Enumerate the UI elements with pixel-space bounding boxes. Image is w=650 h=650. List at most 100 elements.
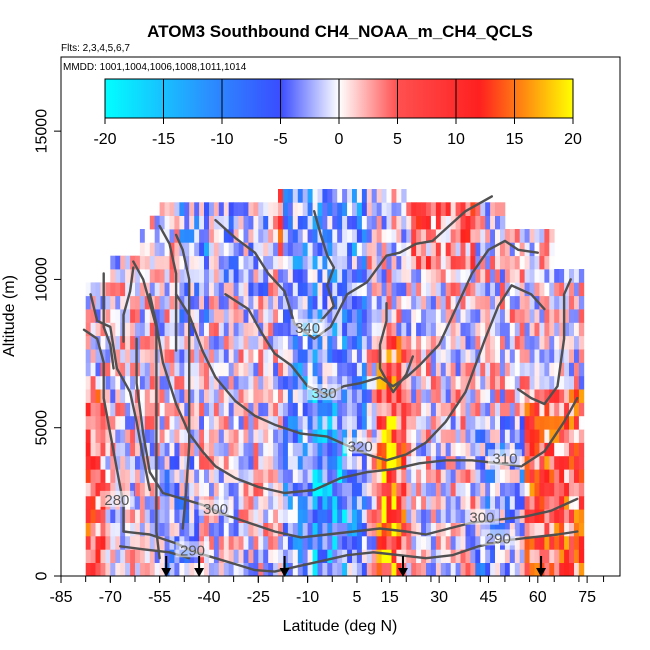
contour-line-unlabeled <box>102 272 115 370</box>
heat-cell <box>307 455 313 470</box>
heat-cell <box>440 255 447 270</box>
heat-cell <box>411 522 417 537</box>
heat-cell <box>248 375 254 390</box>
heat-cell <box>435 215 442 230</box>
heat-cell <box>480 255 486 270</box>
heat-cell <box>174 349 180 363</box>
heat-cell <box>406 415 412 430</box>
mmdd-text: MMDD: 1001,1004,1006,1008,1011,1014 <box>63 62 247 73</box>
heat-cell <box>411 322 417 337</box>
heat-cell <box>95 362 101 377</box>
heat-cell <box>243 429 249 443</box>
heat-cell <box>371 215 377 230</box>
heat-cell <box>332 522 338 537</box>
heat-cell <box>218 389 225 403</box>
heat-cell <box>332 455 338 470</box>
heat-cell <box>169 509 175 523</box>
heat-cell <box>297 202 304 216</box>
heat-cell <box>248 495 254 510</box>
heat-cell <box>278 442 284 457</box>
heat-cell <box>376 295 382 310</box>
heat-cell <box>391 536 397 550</box>
heat-cell <box>263 362 269 377</box>
heat-cell <box>278 375 284 390</box>
heat-cell <box>209 482 215 497</box>
heat-cell <box>578 415 585 430</box>
heat-cell <box>149 242 156 257</box>
heat-cell <box>361 255 368 270</box>
heat-cell <box>248 402 254 417</box>
heat-cell <box>238 295 244 310</box>
heat-cell <box>460 349 466 363</box>
heat-cell <box>125 402 131 417</box>
heat-cell <box>115 322 121 337</box>
heat-cell <box>500 362 506 377</box>
heat-cell <box>460 442 466 457</box>
heat-cell <box>495 482 501 497</box>
heat-cell <box>169 295 175 310</box>
heat-cell <box>135 522 141 537</box>
heat-cell <box>135 429 141 443</box>
heat-cell <box>297 282 304 297</box>
heat-cell <box>440 442 447 457</box>
heat-cell <box>470 562 476 576</box>
heat-cell <box>199 309 205 323</box>
heat-cell <box>549 295 555 310</box>
heat-cell <box>411 562 417 576</box>
heat-cell <box>90 362 96 377</box>
heat-cell <box>95 375 101 390</box>
heat-cell <box>164 242 170 257</box>
heat-cell <box>189 282 195 297</box>
heat-cell <box>258 549 264 563</box>
heat-cell <box>297 402 304 417</box>
heat-cell <box>268 562 274 576</box>
heat-cell <box>455 495 461 510</box>
heat-cell <box>90 322 96 337</box>
heat-cell <box>278 522 284 537</box>
heat-cell <box>238 202 244 216</box>
heat-cell <box>85 309 91 323</box>
heat-cell <box>332 269 338 283</box>
heat-cell <box>485 215 491 230</box>
heat-cell <box>95 295 101 310</box>
heat-cell <box>430 375 437 390</box>
heat-cell <box>218 349 225 363</box>
heat-cell <box>125 282 131 297</box>
heat-cell <box>144 282 151 297</box>
heat-cell <box>312 229 318 243</box>
heat-cell <box>268 322 274 337</box>
heat-cell <box>100 335 106 350</box>
heat-cell <box>569 442 575 457</box>
heat-cell <box>164 362 170 377</box>
heat-cell <box>130 335 136 350</box>
heat-cell <box>228 295 234 310</box>
heat-cell <box>322 269 328 283</box>
heat-cell <box>554 455 560 470</box>
heat-cell <box>95 429 101 443</box>
heat-cell <box>184 375 190 390</box>
heat-cell <box>445 242 451 257</box>
heat-cell <box>381 536 387 550</box>
heat-cell <box>248 442 254 457</box>
heat-cell <box>366 269 373 283</box>
heat-cell <box>332 429 338 443</box>
heat-cell <box>539 509 545 523</box>
heat-cell <box>149 335 156 350</box>
heat-cell <box>110 522 116 537</box>
heat-cell <box>302 495 308 510</box>
heat-cell <box>130 442 136 457</box>
heat-cell <box>322 455 328 470</box>
heat-cell <box>332 322 338 337</box>
heat-cell <box>228 269 234 283</box>
heat-cell <box>283 482 289 497</box>
heat-cell <box>519 549 525 563</box>
heat-cell <box>120 415 126 430</box>
heat-cell <box>514 562 521 576</box>
heat-cell <box>564 269 570 283</box>
heat-cell <box>169 362 175 377</box>
heat-cell <box>209 375 215 390</box>
heat-cell <box>297 362 304 377</box>
heat-cell <box>391 295 397 310</box>
heat-cell <box>194 429 200 443</box>
